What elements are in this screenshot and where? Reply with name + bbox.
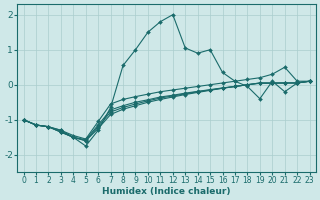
X-axis label: Humidex (Indice chaleur): Humidex (Indice chaleur) (102, 187, 231, 196)
